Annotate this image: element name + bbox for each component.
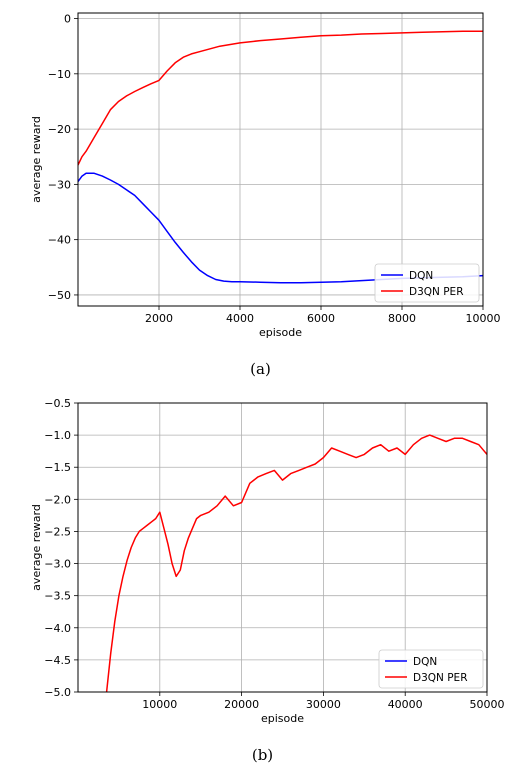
plot-area — [78, 403, 487, 692]
y-tick-label: −40 — [48, 234, 71, 247]
y-tick: −5.0 — [44, 686, 78, 699]
y-tick: −30 — [48, 178, 78, 191]
legend-box — [374, 263, 480, 303]
x-tick: 2000 — [145, 306, 173, 325]
y-tick-label: −30 — [48, 178, 71, 191]
x-tick-label: 2000 — [145, 312, 173, 325]
y-axis-label: average reward — [30, 116, 43, 203]
y-tick-label: −20 — [48, 123, 71, 136]
x-tick: 30000 — [306, 692, 341, 711]
legend-label: D3QN PER — [413, 672, 467, 684]
x-axis-label: episode — [261, 712, 304, 725]
y-tick: −2.5 — [44, 525, 78, 538]
x-tick: 20000 — [224, 692, 259, 711]
y-tick-label: −4.5 — [44, 654, 71, 667]
y-tick: −40 — [48, 234, 78, 247]
x-axis-label: episode — [259, 326, 302, 339]
chart-a: 2000 4000 6000 8000 10000 0 −10 −20 −30 −40 −50 epi… — [30, 12, 501, 378]
series-group — [105, 434, 487, 692]
axes-frame — [77, 12, 484, 307]
y-tick: −50 — [48, 289, 78, 302]
y-tick-label: −3.5 — [44, 590, 71, 603]
x-tick-label: 4000 — [226, 312, 254, 325]
x-tick: 4000 — [226, 306, 254, 325]
x-tick: 10000 — [142, 692, 177, 711]
figure-caption: (b) — [252, 746, 273, 764]
series-line-d3qn-per — [105, 434, 487, 692]
x-tick: 10000 — [466, 306, 501, 325]
legend-label: DQN — [409, 270, 433, 282]
y-tick-label: −5.0 — [44, 686, 71, 699]
y-tick: −3.5 — [44, 590, 78, 603]
y-tick: −0.5 — [44, 397, 78, 410]
x-tick-label: 50000 — [470, 698, 505, 711]
legend-label: D3QN PER — [409, 286, 463, 298]
x-tick: 50000 — [470, 692, 505, 711]
y-tick: −20 — [48, 123, 78, 136]
y-tick: −4.0 — [44, 622, 78, 635]
series-line-dqn — [78, 172, 483, 284]
legend-label: DQN — [413, 656, 437, 668]
series-group — [78, 30, 483, 284]
y-tick-label: −0.5 — [44, 397, 71, 410]
x-tick-label: 40000 — [388, 698, 423, 711]
y-tick: −2.0 — [44, 493, 78, 506]
legend: DQN D3QN PER — [378, 649, 484, 689]
x-tick-label: 6000 — [307, 312, 335, 325]
x-tick-label: 20000 — [224, 698, 259, 711]
axes-frame — [77, 402, 488, 693]
x-tick: 8000 — [388, 306, 416, 325]
y-tick-label: −3.0 — [44, 558, 71, 571]
y-tick: −3.0 — [44, 558, 78, 571]
y-tick-label: −10 — [48, 68, 71, 81]
y-tick: −4.5 — [44, 654, 78, 667]
legend-box — [378, 649, 484, 689]
chart-b: 10000 20000 30000 40000 50000 −0.5 −1.0 −1.5 −2.… — [30, 397, 505, 764]
y-axis-label: average reward — [30, 504, 43, 591]
y-tick: −10 — [48, 68, 78, 81]
series-line-d3qn-per — [78, 30, 483, 166]
y-tick-label: −2.0 — [44, 493, 71, 506]
y-tick-label: −1.0 — [44, 429, 71, 442]
y-tick-label: −1.5 — [44, 461, 71, 474]
x-tick-label: 30000 — [306, 698, 341, 711]
y-tick: −1.5 — [44, 461, 78, 474]
y-tick-label: −2.5 — [44, 525, 71, 538]
plot-area — [78, 13, 483, 306]
x-tick-label: 8000 — [388, 312, 416, 325]
y-tick: 0 — [64, 13, 78, 26]
y-tick-label: −50 — [48, 289, 71, 302]
x-tick-label: 10000 — [466, 312, 501, 325]
x-tick: 6000 — [307, 306, 335, 325]
y-tick: −1.0 — [44, 429, 78, 442]
y-tick-label: 0 — [64, 13, 71, 26]
x-tick-label: 10000 — [142, 698, 177, 711]
y-tick-label: −4.0 — [44, 622, 71, 635]
legend: DQN D3QN PER — [374, 263, 480, 303]
figure-caption: (a) — [250, 360, 271, 378]
x-tick: 40000 — [388, 692, 423, 711]
